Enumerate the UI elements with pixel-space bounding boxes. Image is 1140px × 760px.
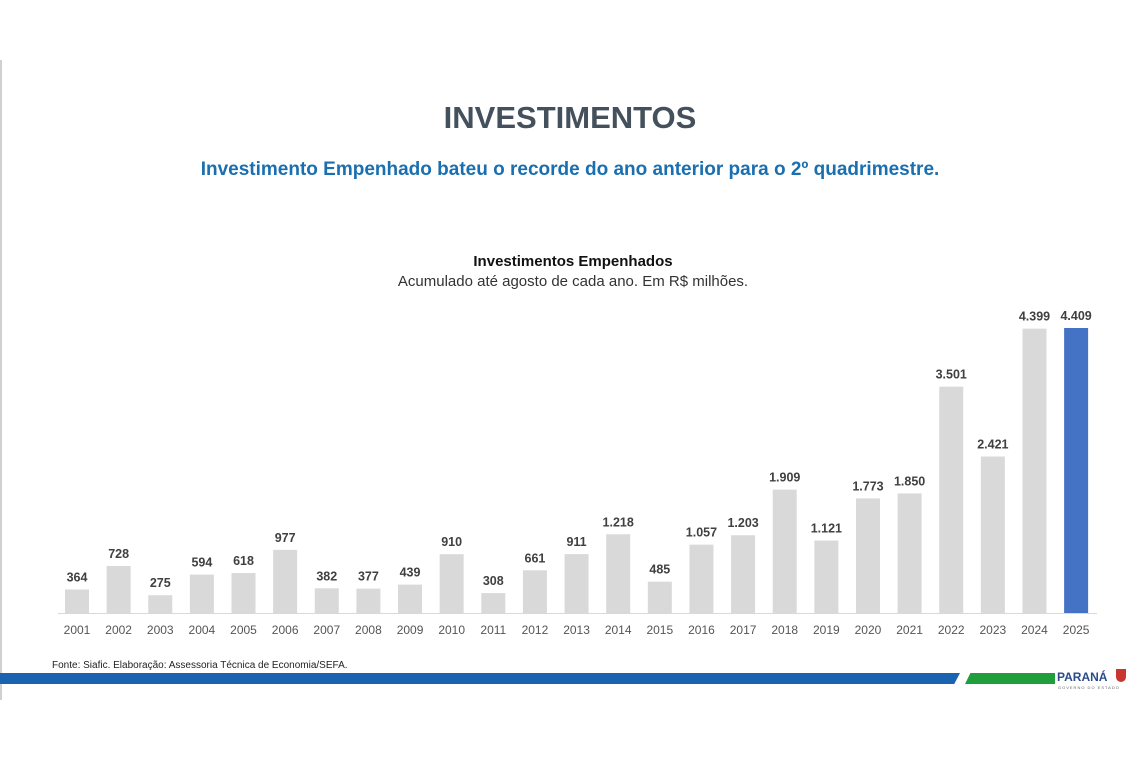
- bar-2024: [1022, 328, 1047, 613]
- x-tick-label: 2015: [646, 623, 673, 637]
- bar-2002: [106, 565, 131, 613]
- bar-2020: [855, 498, 880, 613]
- data-label: 4.399: [1019, 310, 1050, 324]
- bar-2011: [481, 593, 506, 613]
- bar-2015: [647, 581, 672, 613]
- data-label: 594: [191, 556, 212, 570]
- bar-2025: [1064, 328, 1089, 613]
- page-title: INVESTIMENTOS: [443, 100, 697, 135]
- data-label: 2.421: [977, 438, 1008, 452]
- footer-green-stripe: [965, 673, 1055, 684]
- x-tick-label: 2001: [64, 623, 91, 637]
- data-label: 661: [525, 551, 546, 565]
- x-tick-label: 2007: [313, 623, 340, 637]
- bar-2022: [939, 386, 964, 613]
- data-label: 382: [316, 569, 337, 583]
- parana-logo: PARANÁ: [1057, 670, 1108, 684]
- bar-2001: [65, 589, 89, 613]
- bar-2009: [398, 584, 423, 613]
- data-label: 4.409: [1060, 309, 1091, 323]
- x-tick-label: 2008: [355, 623, 382, 637]
- data-label: 1.203: [727, 516, 758, 530]
- bar-2016: [689, 544, 714, 613]
- data-label: 377: [358, 570, 379, 584]
- x-tick-label: 2002: [105, 623, 132, 637]
- bar-2014: [606, 534, 631, 613]
- page-subtitle: Investimento Empenhado bateu o recorde d…: [200, 159, 940, 180]
- bar-2017: [731, 535, 756, 613]
- data-label: 275: [150, 576, 171, 590]
- bar-2003: [148, 595, 173, 613]
- parana-logo-subtitle: GOVERNO DO ESTADO: [1058, 685, 1120, 690]
- x-tick-label: 2021: [896, 623, 923, 637]
- x-tick-label: 2017: [730, 623, 757, 637]
- x-tick-label: 2014: [605, 623, 632, 637]
- chart-title: Investimentos Empenhados: [473, 253, 673, 270]
- data-label: 1.850: [894, 474, 925, 488]
- data-label: 439: [400, 566, 421, 580]
- x-tick-label: 2019: [813, 623, 840, 637]
- x-tick-label: 2024: [1021, 623, 1048, 637]
- bar-2007: [314, 588, 339, 613]
- x-tick-label: 2013: [563, 623, 590, 637]
- x-tick-label: 2016: [688, 623, 715, 637]
- data-label: 1.057: [686, 526, 717, 540]
- x-tick-label: 2009: [397, 623, 424, 637]
- x-tick-label: 2006: [272, 623, 299, 637]
- data-label: 3.501: [936, 368, 967, 382]
- x-tick-label: 2011: [480, 623, 506, 637]
- chart-subtitle: Acumulado até agosto de cada ano. Em R$ …: [397, 273, 749, 290]
- bar-2010: [439, 554, 464, 613]
- data-label: 1.218: [603, 515, 634, 529]
- data-label: 1.121: [811, 522, 842, 536]
- crest-icon: [1116, 669, 1126, 682]
- data-label: 728: [108, 547, 129, 561]
- data-label: 1.773: [852, 479, 883, 493]
- data-label: 977: [275, 531, 296, 545]
- bar-2019: [814, 540, 839, 613]
- bar-2018: [772, 489, 797, 613]
- data-label: 911: [566, 535, 586, 549]
- bar-2008: [356, 588, 381, 613]
- data-label: 910: [441, 535, 462, 549]
- bar-2005: [231, 573, 256, 613]
- data-label: 308: [483, 574, 504, 588]
- bar-2023: [980, 456, 1005, 613]
- x-tick-label: 2003: [147, 623, 174, 637]
- x-tick-label: 2022: [938, 623, 965, 637]
- bar-2013: [564, 554, 589, 613]
- bar-2004: [189, 574, 214, 613]
- x-tick-label: 2018: [771, 623, 798, 637]
- x-tick-label: 2023: [980, 623, 1007, 637]
- bar-2006: [273, 549, 298, 613]
- data-label: 485: [649, 563, 670, 577]
- x-tick-label: 2025: [1063, 623, 1090, 637]
- slide: [0, 60, 1140, 700]
- data-label: 364: [67, 570, 88, 584]
- x-tick-label: 2005: [230, 623, 257, 637]
- data-label: 1.909: [769, 471, 800, 485]
- footer-blue-stripe: [0, 673, 960, 684]
- data-label: 618: [233, 554, 254, 568]
- x-tick-label: 2020: [855, 623, 882, 637]
- bar-2021: [897, 493, 922, 613]
- x-tick-label: 2004: [189, 623, 216, 637]
- source-note: Fonte: Siafic. Elaboração: Assessoria Té…: [52, 660, 348, 671]
- bar-2012: [522, 570, 547, 613]
- x-tick-label: 2012: [522, 623, 549, 637]
- x-tick-label: 2010: [438, 623, 465, 637]
